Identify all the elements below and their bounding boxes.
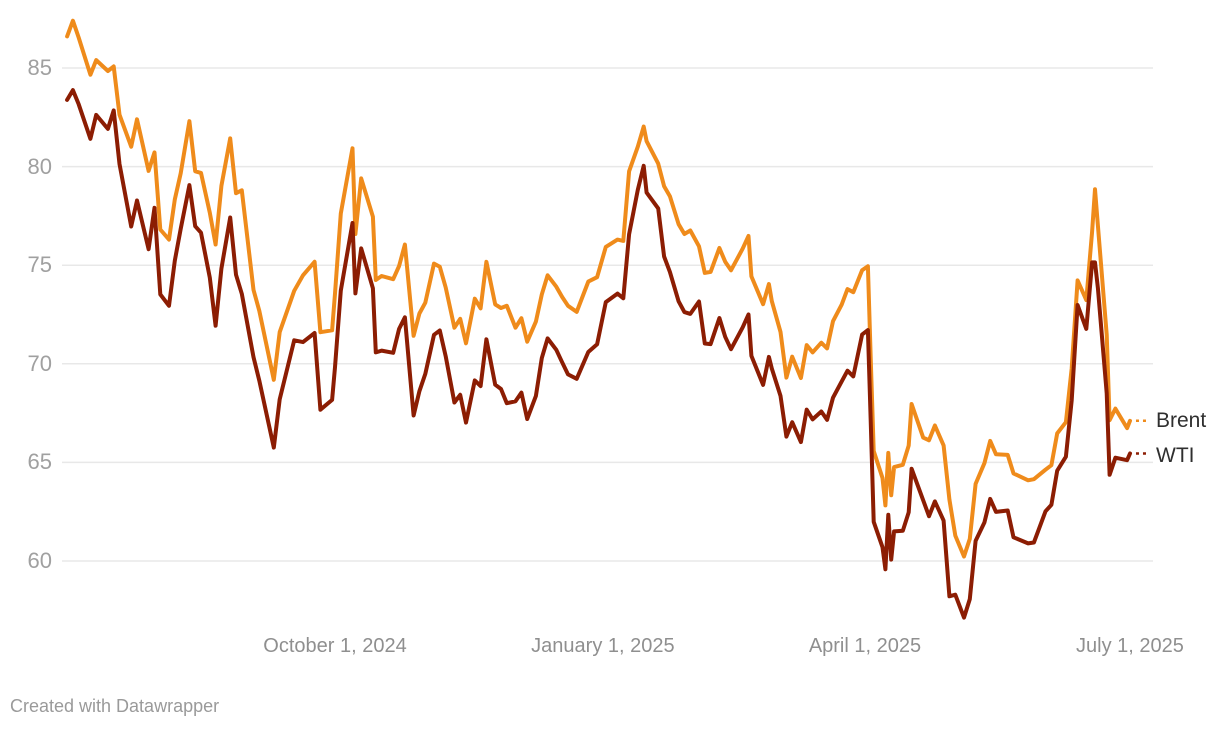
y-axis-tick-label: 70 bbox=[27, 350, 52, 376]
brent-line bbox=[65, 18, 1132, 559]
x-axis-tick-label: July 1, 2025 bbox=[1076, 635, 1184, 657]
y-axis-tick-label: 65 bbox=[27, 449, 52, 475]
y-axis-tick-label: 75 bbox=[27, 252, 52, 278]
x-axis-tick-label: April 1, 2025 bbox=[808, 635, 922, 657]
y-axis-tick-label: 80 bbox=[27, 153, 52, 179]
wti-line bbox=[65, 88, 1132, 620]
legend-label-wti: WTI bbox=[1156, 443, 1195, 467]
legend-label-brent: Brent bbox=[1156, 408, 1207, 432]
credit-text: Created with Datawrapper bbox=[10, 696, 220, 716]
x-axis-tick-label: October 1, 2024 bbox=[263, 635, 407, 657]
x-axis-tick-label: January 1, 2025 bbox=[531, 635, 675, 657]
y-axis-tick-label: 60 bbox=[27, 548, 52, 573]
y-axis-tick-label: 85 bbox=[27, 55, 52, 80]
